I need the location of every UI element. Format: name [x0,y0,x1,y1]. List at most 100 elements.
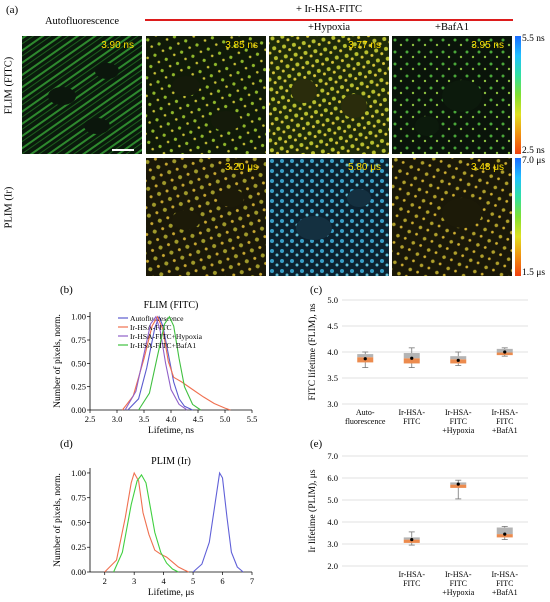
column-header-hypoxia: +Hypoxia [307,22,351,33]
flim-image-autofluorescence: 3.90 ns [22,36,142,154]
chart-plim-histogram: PLIM (Ir) 2 3 4 5 6 7 0.00 0.25 0.50 0.75 1.00 Lifet… [52,456,254,598]
box-lower [496,534,513,538]
mean-marker [503,350,507,354]
series-line [192,471,244,573]
box-upper [450,356,467,360]
chart-flim-histogram: FLIM (FITC) 2.5 3.0 3.5 4.0 4.5 5.0 5.5 0.00 0.25… [52,300,258,436]
category-label: FITC [496,579,513,588]
panel-label-a: (a) [6,4,19,16]
y-tick-label: 3.0 [327,399,338,409]
series-line [127,315,193,411]
series-line [138,315,202,411]
y-axis-label: Number of pixels, norm. [52,473,63,567]
category-label: fluorescence [345,417,386,426]
mean-marker [456,482,460,486]
lifetime-label: 3.85 ns [225,40,258,51]
lifetime-label: 3.90 ns [101,40,134,51]
mean-marker [410,356,414,360]
scale-bar [112,149,134,151]
x-axis-label: Lifetime, ns [148,425,194,436]
y-tick-label: 6.0 [327,473,338,483]
y-tick-label: 0.00 [71,405,86,415]
x-tick-label: 3 [132,576,136,586]
category-label: +BafA1 [492,588,518,597]
x-tick-label: 4.5 [193,414,204,424]
box-lower [450,484,467,488]
category-label: +Hypoxia [442,588,475,597]
series-line [121,315,231,411]
panel-label-e: (e) [310,438,323,450]
mean-marker [503,532,507,536]
y-tick-label: 0.00 [71,567,86,577]
box-upper [496,527,513,535]
x-tick-label: 5.5 [247,414,258,424]
y-tick-label: 0.75 [71,335,86,345]
flim-image-hypoxia: 3.77 ns [269,36,389,154]
x-axis-label: Lifetime, μs [148,587,195,598]
y-tick-label: 3.0 [327,539,338,549]
chart-plim-boxplot: 2.0 3.0 4.0 5.0 6.0 7.0 Ir lifetime (PLIM), μs… [307,451,528,597]
category-label: Ir-HSA- [399,570,426,579]
y-tick-label: 0.50 [71,517,86,527]
category-label: FITC [450,579,467,588]
lifetime-label: 3.95 ns [471,40,504,51]
group-header-underline [145,19,513,21]
plim-image-ir-hsa-fitc: 3.20 μs [146,158,266,276]
lifetime-label: 3.20 μs [224,162,258,173]
y-tick-label: 3.5 [327,373,338,383]
x-tick-label: 3.5 [139,414,150,424]
category-label: Ir-HSA- [492,570,519,579]
category-label: FITC [450,417,467,426]
y-tick-label: 7.0 [327,451,338,461]
x-tick-label: 2 [103,576,107,586]
column-header-autofluorescence: Autofluorescence [44,16,120,27]
box-lower [403,539,420,543]
mean-marker [410,538,414,542]
x-tick-label: 4.0 [166,414,177,424]
lifetime-label: 5.80 μs [347,162,381,173]
y-tick-label: 4.5 [327,321,338,331]
x-tick-label: 3.0 [112,414,123,424]
y-tick-label: 2.0 [327,561,338,571]
y-axis-label: Ir lifetime (PLIM), μs [307,469,318,552]
box-lower [496,352,513,356]
y-tick-label: 4.0 [327,347,338,357]
plim-colorbar-max: 7.0 μs [522,156,546,166]
series-line [124,315,188,411]
panel-label-b: (b) [60,284,73,296]
legend-label: Ir-HSA-FITC+BafA1 [130,341,196,350]
column-header-bafa1: +BafA1 [435,22,469,33]
y-tick-label: 0.25 [71,542,86,552]
box-lower [403,358,420,364]
category-label: Auto- [356,408,375,417]
x-tick-label: 5.0 [220,414,231,424]
mean-marker [363,357,367,361]
y-tick-label: 0.75 [71,493,86,503]
y-axis-label: Number of pixels, norm. [52,314,63,408]
legend-label: Ir-HSA-FITC+Hypoxia [130,332,203,341]
category-label: FITC [403,579,420,588]
category-label: Ir-HSA- [399,408,426,417]
series-line [104,471,189,573]
y-axis-label: FITC lifetime (FLIM), ns [307,303,318,400]
y-tick-label: 5.0 [327,295,338,305]
x-tick-label: 6 [220,576,224,586]
x-tick-label: 7 [250,576,254,586]
y-tick-label: 4.0 [327,517,338,527]
lifetime-label: 3.77 ns [348,40,381,51]
x-tick-label: 4 [162,576,167,586]
flim-image-bafa1: 3.95 ns [392,36,512,154]
chart-title: PLIM (Ir) [151,456,191,467]
box-upper [403,353,420,359]
row-header-plim: PLIM (Ir) [3,186,15,229]
x-tick-label: 5 [191,576,195,586]
plim-colorbar [515,158,521,276]
panel-label-d: (d) [60,438,73,450]
category-label: FITC [496,417,513,426]
plim-image-hypoxia: 5.80 μs [269,158,389,276]
flim-image-ir-hsa-fitc: 3.85 ns [146,36,266,154]
y-tick-label: 1.00 [71,468,86,478]
flim-colorbar-max: 5.5 ns [522,34,545,44]
category-label: Ir-HSA- [445,570,472,579]
flim-colorbar [515,36,521,154]
